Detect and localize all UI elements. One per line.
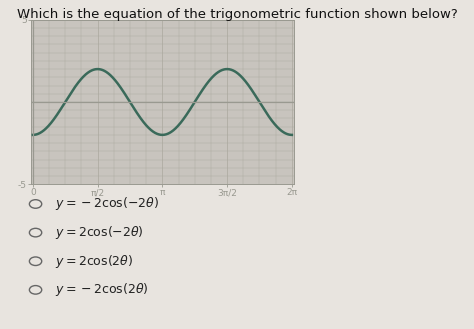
Text: $y = 2\cos(2\theta)$: $y = 2\cos(2\theta)$ [55, 253, 133, 270]
Text: $y = 2\cos(-2\theta)$: $y = 2\cos(-2\theta)$ [55, 224, 143, 241]
Text: Which is the equation of the trigonometric function shown below?: Which is the equation of the trigonometr… [17, 8, 457, 21]
Text: $y = -2\cos(-2\theta)$: $y = -2\cos(-2\theta)$ [55, 195, 159, 213]
Text: $y = -2\cos(2\theta)$: $y = -2\cos(2\theta)$ [55, 281, 148, 298]
